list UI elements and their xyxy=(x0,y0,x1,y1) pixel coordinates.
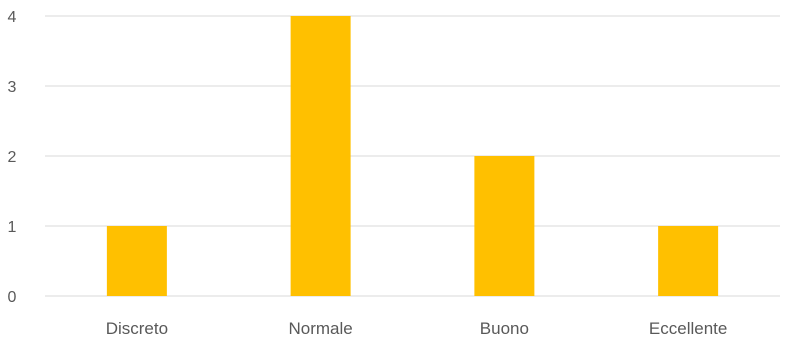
y-tick-label: 2 xyxy=(8,149,17,166)
bar-normale xyxy=(290,16,351,296)
bar-discreto xyxy=(106,226,167,296)
y-tick-label: 3 xyxy=(8,79,17,96)
bar-buono xyxy=(474,156,535,296)
x-tick-label: Discreto xyxy=(106,319,168,338)
y-tick-label: 1 xyxy=(8,219,17,236)
x-axis: Discreto Normale Buono Eccellente xyxy=(106,319,728,338)
bar-eccellente xyxy=(658,226,719,296)
y-tick-label: 0 xyxy=(8,289,17,306)
bars xyxy=(106,16,719,296)
x-tick-label: Normale xyxy=(289,319,353,338)
y-axis: 0 1 2 3 4 xyxy=(8,9,17,306)
x-tick-label: Buono xyxy=(480,319,529,338)
gridlines xyxy=(45,15,780,297)
x-tick-label: Eccellente xyxy=(649,319,727,338)
y-tick-label: 4 xyxy=(8,9,17,26)
